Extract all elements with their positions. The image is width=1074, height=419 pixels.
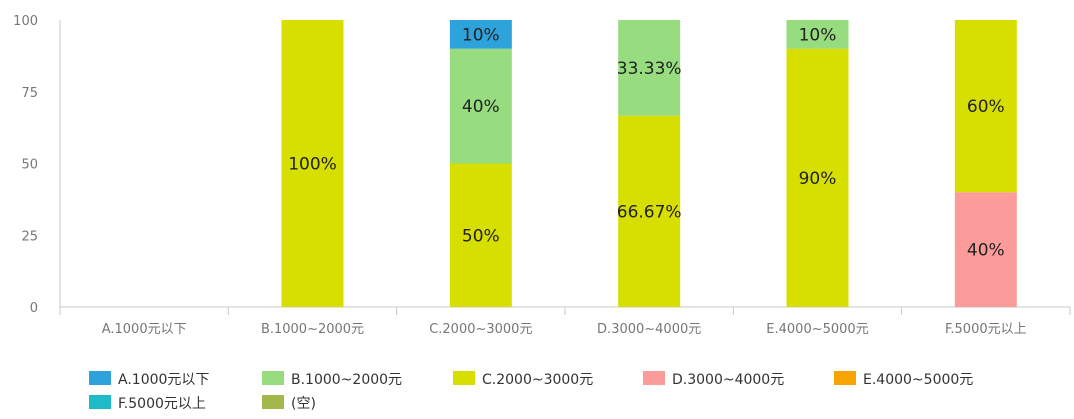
bar-data-label: 66.67% <box>617 202 682 222</box>
legend-label: B.1000~2000元 <box>291 372 402 388</box>
bar-data-label: 100% <box>288 155 337 175</box>
legend-swatch <box>89 371 111 385</box>
legend-label: C.2000~3000元 <box>482 372 593 388</box>
y-tick-label: 75 <box>21 86 38 101</box>
legend-label: (空) <box>291 396 316 412</box>
legend-label: A.1000元以下 <box>118 372 209 388</box>
legend-swatch <box>643 371 665 385</box>
bar-segment <box>786 48 849 307</box>
chart-legend: A.1000元以下 B.1000~2000元 C.2000~3000元 D.3000~… <box>89 371 973 412</box>
bar-data-label: 10% <box>799 25 837 45</box>
bar-data-label: 90% <box>799 169 837 189</box>
bar-segment <box>618 115 681 307</box>
legend-swatch <box>262 395 284 409</box>
bar-segment <box>449 20 512 49</box>
legend-swatch <box>834 371 856 385</box>
bar-segment <box>281 20 344 307</box>
chart-bars <box>281 20 1017 307</box>
legend-label: E.4000~5000元 <box>863 372 973 388</box>
x-tick-label: C.2000~3000元 <box>429 322 532 337</box>
bar-segment <box>449 48 512 164</box>
bar-segment <box>786 20 849 49</box>
chart-data-labels: 100% 50% 40% 10% 66.67% 33.33% 90% 10% 40% 60% <box>288 25 1005 260</box>
legend-swatch <box>453 371 475 385</box>
legend-label: F.5000元以上 <box>118 396 206 412</box>
y-tick-label: 0 <box>30 301 38 316</box>
bar-segment <box>449 163 512 307</box>
bar-data-label: 60% <box>967 97 1005 117</box>
bar-data-label: 50% <box>462 226 500 246</box>
legend-label: D.3000~4000元 <box>672 372 784 388</box>
bar-segment <box>954 192 1017 307</box>
x-tick-label: A.1000元以下 <box>102 322 187 337</box>
x-tick-label: E.4000~5000元 <box>766 322 868 337</box>
legend-swatch <box>89 395 111 409</box>
bar-data-label: 10% <box>462 25 500 45</box>
x-tick-label: D.3000~4000元 <box>597 322 701 337</box>
y-tick-label: 25 <box>21 229 38 244</box>
y-tick-label: 50 <box>21 158 38 173</box>
chart-axes: 0 25 50 75 100 A.1000元以下 B.1000~2000元 C.2000~30… <box>13 14 1071 337</box>
bar-data-label: 40% <box>462 97 500 117</box>
bar-segment <box>954 20 1017 193</box>
y-tick-label: 100 <box>13 14 38 29</box>
bar-data-label: 33.33% <box>617 59 682 79</box>
bar-data-label: 40% <box>967 241 1005 261</box>
x-tick-label: B.1000~2000元 <box>261 322 364 337</box>
legend-swatch <box>262 371 284 385</box>
x-tick-label: F.5000元以上 <box>945 322 1027 337</box>
bar-segment <box>618 20 681 116</box>
